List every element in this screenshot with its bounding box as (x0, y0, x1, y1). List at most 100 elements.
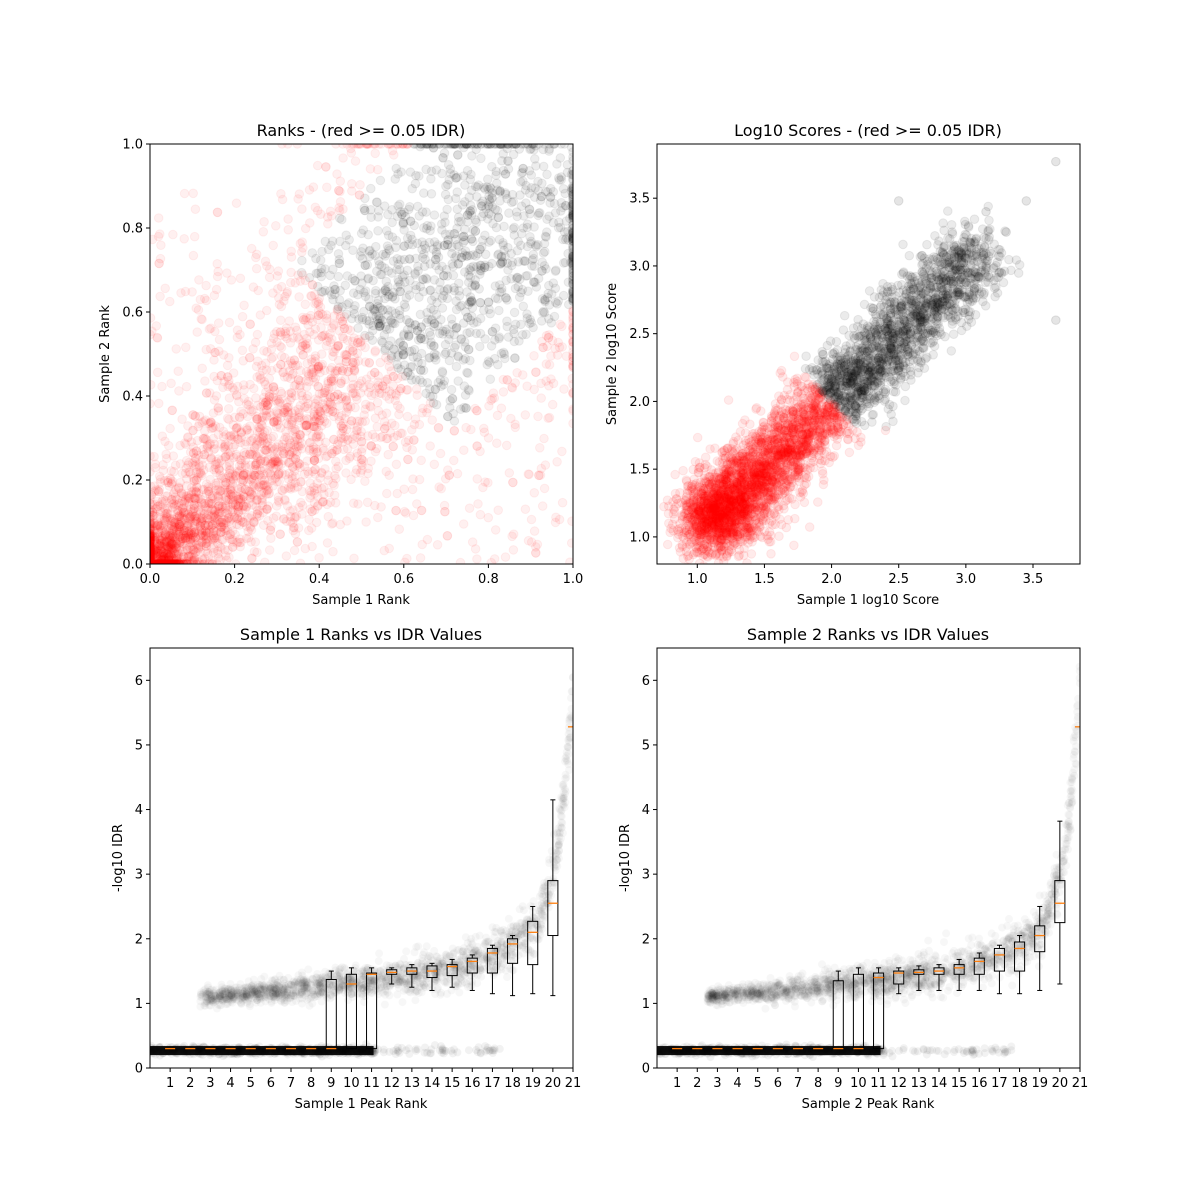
data-point (197, 517, 207, 528)
data-point (276, 189, 286, 199)
data-point (211, 284, 222, 295)
data-point (440, 474, 451, 484)
data-point (245, 513, 255, 523)
data-point (254, 427, 265, 438)
data-point (213, 509, 223, 519)
data-point (545, 192, 556, 202)
data-point (150, 552, 155, 562)
data-point (158, 547, 169, 558)
data-point (440, 506, 450, 517)
data-point (150, 551, 155, 562)
data-point (251, 458, 262, 469)
data-point (303, 403, 313, 414)
data-point (432, 540, 443, 550)
data-point (448, 270, 459, 281)
data-point (158, 551, 169, 562)
data-point (349, 430, 360, 441)
data-point (263, 484, 274, 495)
data-point (522, 241, 533, 252)
data-point (168, 489, 179, 499)
data-point (349, 333, 359, 343)
data-point (492, 438, 502, 449)
data-point (504, 208, 514, 218)
data-point (475, 297, 486, 308)
data-point (159, 554, 169, 564)
data-point (150, 534, 155, 544)
data-point (150, 544, 155, 554)
data-point (392, 400, 403, 411)
data-point (403, 284, 413, 295)
data-point (325, 392, 336, 403)
data-point (152, 559, 162, 564)
data-point (549, 311, 560, 322)
data-point (500, 353, 510, 364)
data-point (522, 270, 533, 281)
data-point (150, 553, 155, 563)
data-point (186, 511, 197, 521)
data-point (257, 433, 267, 444)
data-point (451, 193, 461, 204)
data-point (278, 448, 289, 459)
y-tick-label: 0.8 (122, 222, 143, 237)
data-point (333, 271, 344, 282)
data-point (325, 206, 336, 217)
data-point (539, 307, 550, 318)
data-point (178, 503, 189, 513)
data-point (270, 459, 280, 470)
data-point (154, 398, 164, 409)
data-point (150, 540, 155, 551)
data-point (268, 513, 279, 523)
data-point (157, 541, 167, 552)
data-point (201, 344, 211, 355)
data-point (238, 356, 248, 366)
data-point (179, 188, 190, 199)
data-point (258, 507, 269, 518)
data-point (394, 524, 405, 535)
data-point (222, 268, 232, 278)
data-point (175, 557, 186, 564)
data-point (193, 501, 204, 512)
data-point (173, 366, 183, 377)
data-point (238, 475, 249, 486)
data-point (518, 163, 528, 174)
data-point (188, 549, 198, 560)
data-point (399, 241, 409, 251)
data-point (239, 470, 249, 481)
data-point (458, 355, 469, 365)
data-point (395, 403, 405, 414)
data-point (182, 520, 193, 531)
data-point (265, 461, 275, 472)
data-point (402, 553, 412, 564)
data-point (475, 509, 486, 520)
data-point (483, 433, 494, 443)
data-point (200, 433, 210, 443)
data-point (293, 441, 304, 452)
data-point (466, 297, 477, 307)
data-point (452, 468, 463, 479)
data-point (150, 543, 155, 553)
data-point (309, 497, 320, 508)
data-point (277, 486, 288, 496)
data-point (451, 173, 461, 183)
data-point (510, 378, 521, 388)
data-point (426, 295, 437, 305)
data-point (187, 530, 198, 540)
x-axis-label: Sample 1 Rank (312, 593, 410, 608)
data-point (319, 402, 329, 413)
data-point (248, 282, 259, 292)
data-point (439, 270, 449, 281)
data-point (157, 555, 168, 564)
y-tick-label: 0.4 (122, 390, 143, 405)
data-point (541, 232, 551, 242)
data-point (242, 425, 252, 435)
data-point (174, 519, 185, 530)
data-point (360, 260, 371, 271)
data-point (191, 487, 202, 498)
data-point (314, 553, 324, 563)
data-point (449, 426, 460, 436)
data-point (429, 352, 440, 363)
data-point (185, 559, 195, 564)
data-point (176, 507, 187, 518)
data-point (189, 552, 199, 563)
